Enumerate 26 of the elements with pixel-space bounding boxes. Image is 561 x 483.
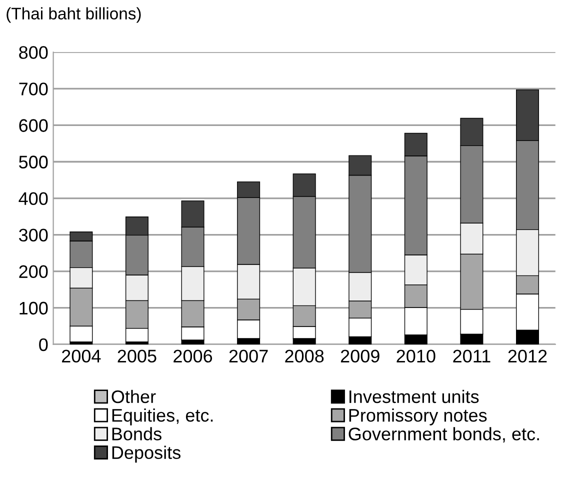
legend-label: Deposits (112, 446, 180, 463)
y-axis-title: (Thai baht billions) (6, 7, 141, 23)
y-tick-label: 300 (19, 228, 48, 242)
legend-label: Equities, etc. (112, 408, 213, 426)
x-tick-label: 2012 (508, 350, 547, 362)
x-tick-label: 2006 (174, 350, 212, 362)
x-tick-label: 2007 (229, 350, 268, 362)
legend-label: Other (112, 390, 156, 404)
x-tick-label: 2009 (340, 350, 380, 362)
y-tick-label: 100 (20, 302, 48, 315)
y-tick-label: 700 (19, 82, 48, 96)
legend-label: Investment units (350, 390, 479, 404)
x-tick-label: 2011 (453, 350, 490, 362)
y-tick-label: 0 (39, 338, 48, 352)
x-tick-label: 2008 (285, 350, 324, 362)
y-tick-label: 500 (19, 156, 48, 168)
legend-label: Bonds (112, 427, 162, 440)
y-tick-label: 200 (19, 265, 48, 278)
y-tick-label: 400 (18, 192, 48, 205)
x-tick-label: 2010 (396, 350, 436, 362)
x-tick-label: 2004 (62, 350, 101, 362)
y-tick-label: 800 (19, 46, 48, 59)
legend-label: Government bonds, etc. (348, 427, 539, 443)
x-tick-label: 2005 (118, 350, 156, 362)
y-tick-label: 600 (19, 119, 48, 132)
legend-label: Promissory notes (349, 408, 487, 426)
